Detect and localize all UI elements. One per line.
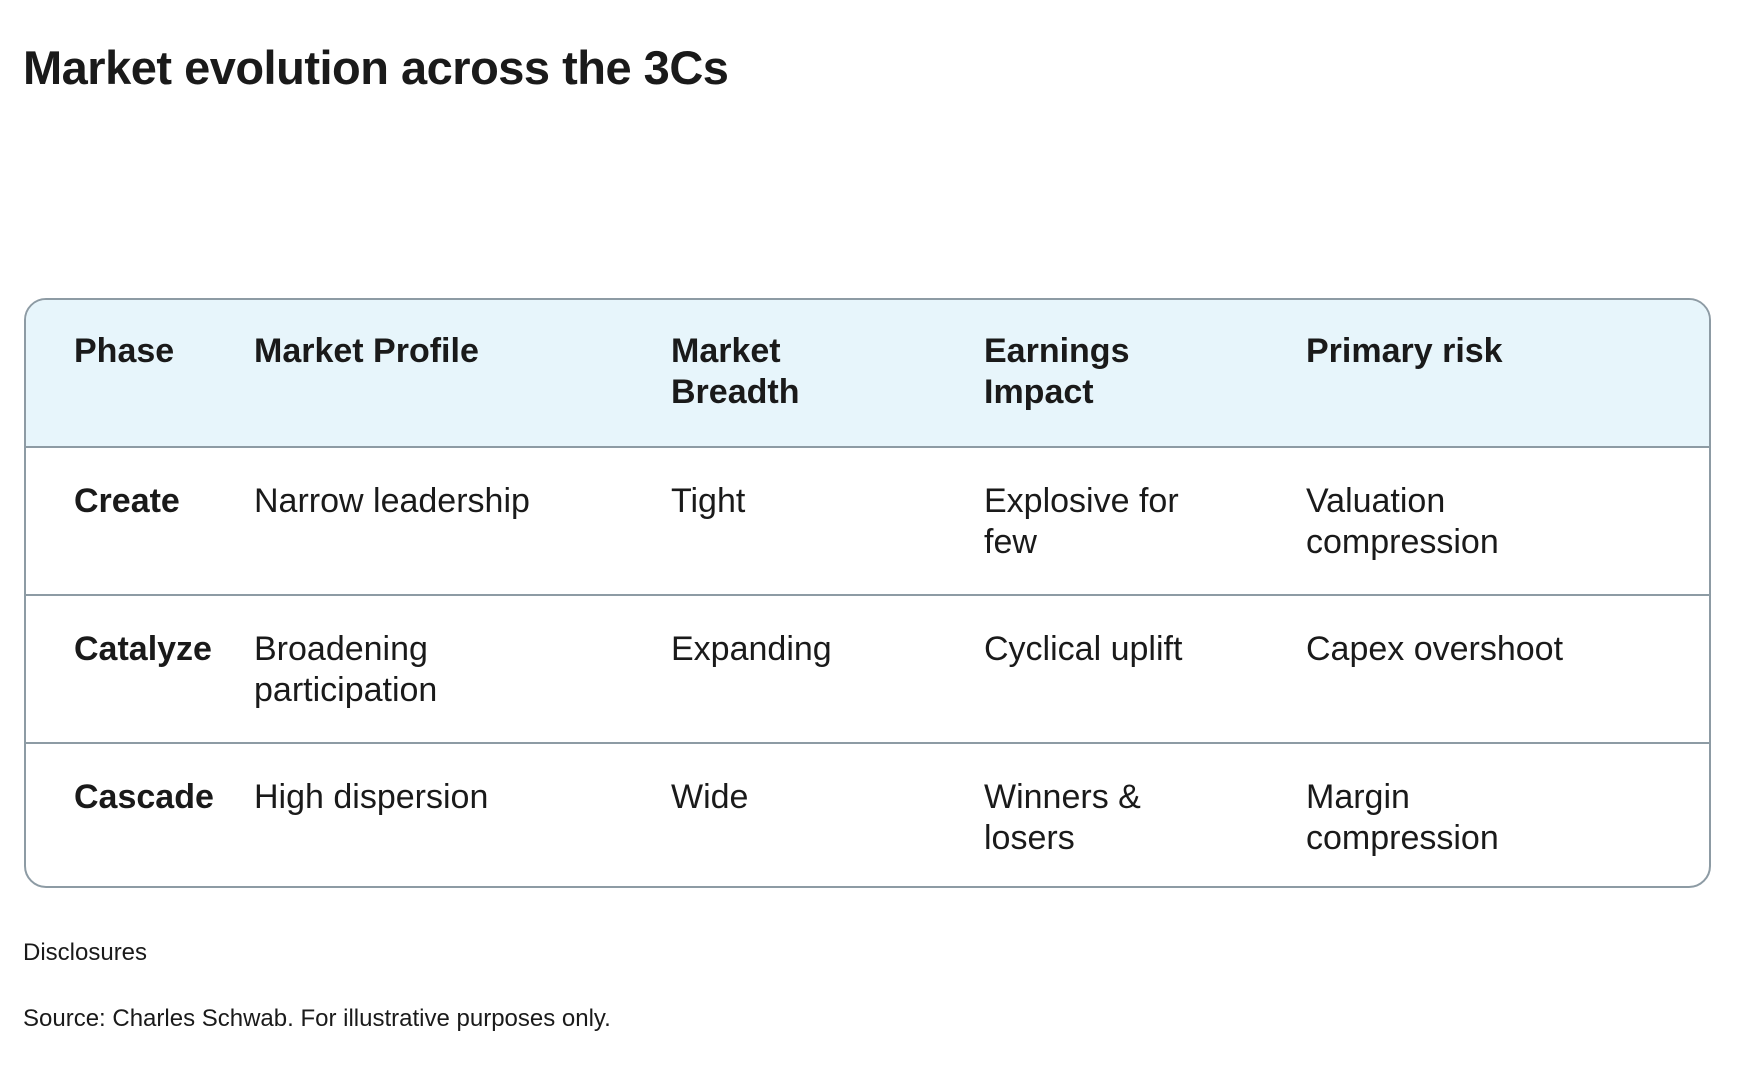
table-header-row: Phase Market Profile Market Breadth Earn… xyxy=(26,300,1709,447)
phase-cell: Cascade xyxy=(74,778,214,816)
header-earnings-impact: Earnings Impact xyxy=(984,332,1130,411)
market-breadth-cell: Wide xyxy=(671,778,749,816)
table-grid: Phase Market Profile Market Breadth Earn… xyxy=(26,300,1709,886)
primary-risk-cell: Margin compression xyxy=(1306,778,1499,857)
earnings-impact-cell: Cyclical uplift xyxy=(984,630,1183,668)
header-primary-risk: Primary risk xyxy=(1306,332,1503,370)
table-row: Cascade High dispersion Wide Winners & l… xyxy=(26,743,1709,886)
header-market-profile: Market Profile xyxy=(254,332,479,370)
table-row: Create Narrow leadership Tight Explosive… xyxy=(26,447,1709,595)
market-breadth-cell: Tight xyxy=(671,482,746,520)
phase-cell: Catalyze xyxy=(74,630,212,668)
market-profile-cell: Broadening participation xyxy=(254,630,438,709)
disclosures-link[interactable]: Disclosures xyxy=(23,939,148,966)
market-breadth-cell: Expanding xyxy=(671,630,832,668)
header-market-breadth: Market Breadth xyxy=(671,332,800,411)
primary-risk-cell: Valuation compression xyxy=(1306,482,1499,561)
header-phase: Phase xyxy=(74,332,175,370)
market-profile-cell: Narrow leadership xyxy=(254,482,530,520)
market-profile-cell: High dispersion xyxy=(254,778,489,816)
source-note: Source: Charles Schwab. For illustrative… xyxy=(23,1005,611,1032)
table-row: Catalyze Broadening participation Expand… xyxy=(26,595,1709,743)
page-title: Market evolution across the 3Cs xyxy=(23,41,729,94)
earnings-impact-cell: Explosive for few xyxy=(984,482,1179,561)
earnings-impact-cell: Winners & losers xyxy=(984,778,1141,857)
phase-cell: Create xyxy=(74,482,180,520)
primary-risk-cell: Capex overshoot xyxy=(1306,630,1564,668)
comparison-table: Phase Market Profile Market Breadth Earn… xyxy=(24,298,1711,888)
